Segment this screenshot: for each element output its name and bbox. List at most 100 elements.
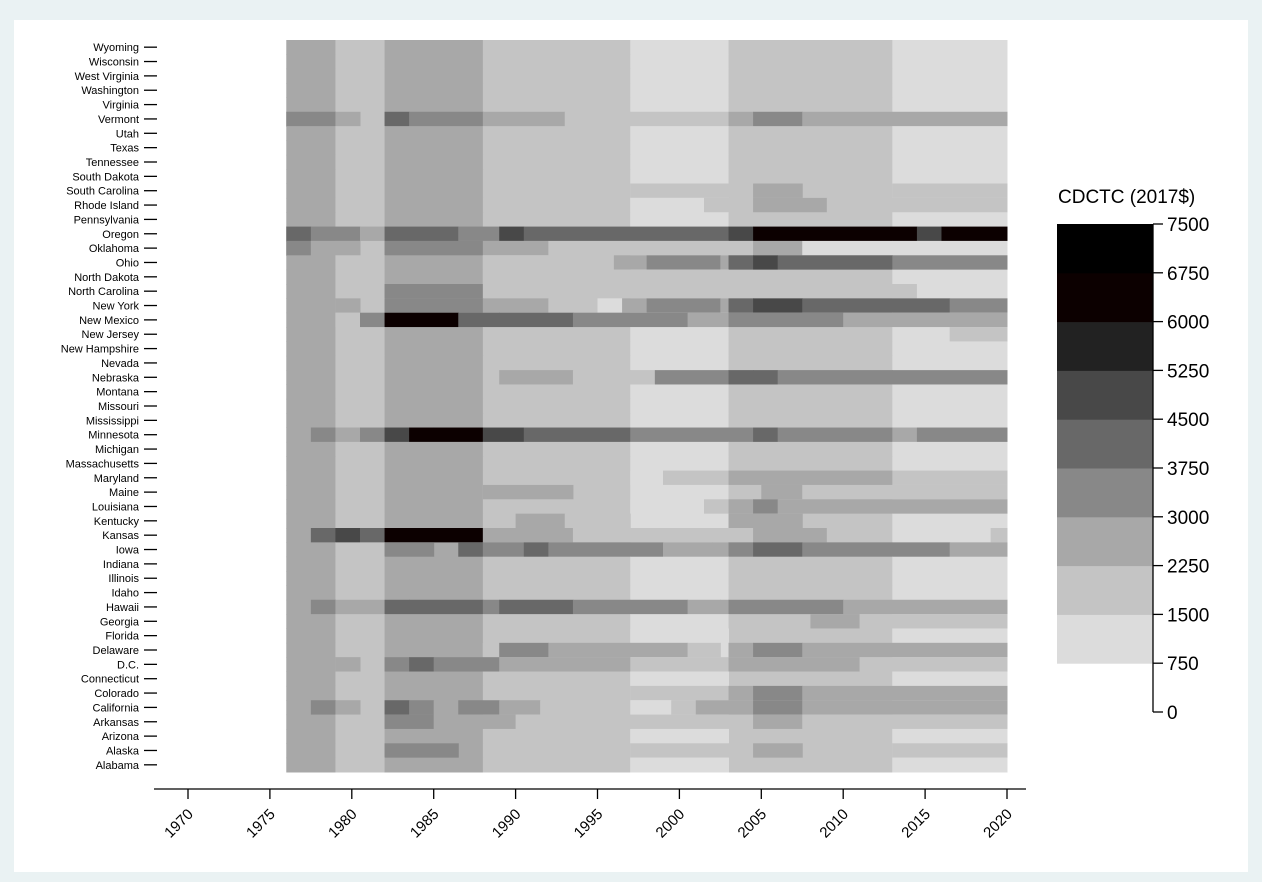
heatmap-cell: [630, 140, 730, 156]
heatmap-cell: [384, 140, 484, 156]
heatmap-cell: [335, 169, 386, 185]
x-tick-label: 2010: [816, 806, 852, 842]
heatmap-cell: [630, 743, 730, 759]
legend-tick-label: 750: [1167, 654, 1199, 675]
heatmap-cell: [630, 183, 730, 199]
x-tick-label: 1970: [161, 806, 197, 842]
state-label: Virginia: [103, 100, 140, 112]
heatmap-cell: [482, 642, 500, 658]
heatmap-cell: [630, 169, 730, 185]
heatmap-cell: [777, 255, 893, 271]
state-label: Alabama: [96, 760, 140, 772]
heatmap-cell: [892, 341, 1008, 357]
heatmap-cell: [335, 743, 386, 759]
heatmap-cell: [335, 269, 386, 285]
heatmap-cell: [384, 470, 484, 486]
heatmap-cell: [384, 197, 484, 213]
heatmap-cell: [458, 700, 500, 716]
state-label: Florida: [105, 631, 140, 643]
heatmap-cell: [384, 757, 484, 773]
heatmap-cell: [286, 585, 336, 601]
legend-tick-label: 4500: [1167, 410, 1209, 431]
heatmap-cell: [310, 700, 336, 716]
heatmap-cell: [728, 757, 893, 773]
heatmap-cell: [384, 614, 484, 629]
heatmap-cell: [728, 226, 754, 242]
heatmap-cell: [482, 240, 549, 256]
heatmap-cell: [384, 169, 484, 185]
heatmap-cell: [753, 714, 803, 730]
heatmap-cell: [286, 441, 336, 457]
state-label: Delaware: [93, 645, 139, 657]
legend-boxes: [1057, 224, 1153, 664]
heatmap-cell: [630, 614, 730, 629]
heatmap-cell: [384, 671, 484, 687]
state-label: Minnesota: [88, 430, 140, 442]
legend-tick-label: 3750: [1167, 459, 1209, 480]
heatmap-cell: [384, 542, 435, 558]
heatmap-cell: [892, 255, 1008, 271]
heatmap-cell: [630, 484, 730, 500]
heatmap-cell: [728, 671, 893, 687]
state-label: Wyoming: [93, 42, 139, 54]
x-tick-label: 2015: [898, 806, 934, 842]
heatmap-cell: [482, 628, 631, 644]
heatmap-cell: [286, 68, 336, 84]
heatmap-cell: [384, 355, 484, 371]
heatmap-cell: [384, 370, 484, 385]
heatmap-cell: [384, 657, 410, 673]
heatmap-cell: [335, 284, 386, 299]
heatmap-cell: [384, 298, 484, 314]
heatmap-cell: [728, 327, 893, 342]
heatmap-cell: [728, 54, 893, 70]
state-label: Louisiana: [92, 501, 140, 513]
heatmap-cell: [310, 226, 361, 242]
heatmap-cell: [384, 700, 410, 716]
heatmap-cell: [728, 470, 893, 486]
heatmap-cell: [286, 240, 312, 256]
heatmap-cell: [892, 470, 1008, 486]
heatmap-cell: [777, 197, 828, 213]
state-label: Tennessee: [86, 157, 139, 169]
state-label: Indiana: [103, 559, 140, 571]
heatmap-cell: [482, 284, 631, 299]
heatmap-cell: [286, 614, 336, 629]
heatmap-cell: [384, 212, 484, 228]
heatmap-cell: [802, 542, 951, 558]
heatmap-cell: [728, 513, 803, 529]
state-label: Maryland: [94, 473, 139, 485]
heatmap-cell: [826, 528, 893, 543]
heatmap-cell: [630, 413, 730, 429]
state-label: North Carolina: [68, 286, 140, 298]
heatmap-cell: [720, 657, 730, 673]
x-axis: 1970 1975 1980 1985 1990 1995 2000 2005 2010 2015…: [154, 788, 1026, 842]
heatmap-cell: [286, 226, 312, 242]
heatmap-cell: [482, 685, 631, 701]
heatmap-cell: [384, 484, 484, 500]
heatmap-cell: [384, 240, 484, 256]
heatmap-cell: [892, 370, 1008, 385]
heatmap-cell: [572, 312, 689, 328]
heatmap-cell: [564, 111, 631, 127]
heatmap-chart: Wyoming Wisconsin West Virginia Washington V…: [61, 40, 1209, 842]
heatmap-cell: [482, 341, 631, 357]
heatmap-cell: [499, 226, 525, 242]
heatmap-cell: [310, 427, 336, 443]
heatmap-cell: [384, 126, 484, 141]
heatmap-cell: [892, 269, 1008, 285]
heatmap-cell: [335, 384, 386, 400]
heatmap-cell: [753, 427, 779, 443]
chart-frame: Wyoming Wisconsin West Virginia Washington V…: [14, 20, 1248, 872]
heatmap-cell: [728, 40, 893, 55]
heatmap-cell: [286, 685, 336, 701]
heatmap-cell: [777, 499, 1008, 515]
heatmap-cell: [335, 614, 386, 629]
heatmap-cell: [482, 298, 549, 314]
heatmap-cell: [728, 111, 754, 127]
x-tick-label: 2005: [735, 806, 771, 842]
heatmap-cell: [384, 97, 484, 113]
heatmap-cell: [630, 54, 730, 70]
heatmap-cell: [892, 441, 1008, 457]
state-label: Kansas: [102, 530, 139, 542]
heatmap-cell: [728, 556, 893, 572]
